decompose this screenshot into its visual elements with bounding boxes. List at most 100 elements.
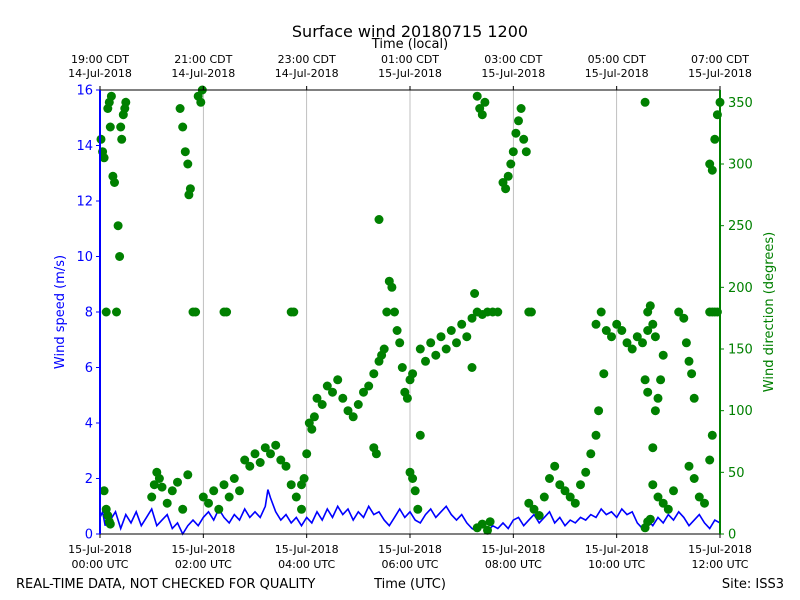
right-tick-label: 200 <box>728 281 753 296</box>
top-tick-date: 15-Jul-2018 <box>378 67 442 80</box>
wind-direction-point <box>374 215 384 224</box>
wind-direction-point <box>656 375 666 385</box>
bottom-tick-date: 15-Jul-2018 <box>275 543 339 556</box>
wind-direction-point <box>379 344 389 354</box>
wind-direction-point <box>457 319 467 329</box>
wind-direction-point <box>650 406 660 416</box>
wind-direction-point <box>276 455 286 465</box>
axis-ticks: 0 2 4 6 8 10 12 14 16 0 50 100 150 200 250 300 350 15-Jul… <box>68 53 753 571</box>
wind-direction-point <box>214 504 224 514</box>
wind-direction-point <box>653 492 663 502</box>
wind-direction-point <box>260 443 270 453</box>
wind-direction-point <box>707 430 717 440</box>
wind-direction-point <box>650 332 660 342</box>
wind-direction-point <box>645 514 655 524</box>
right-tick-label: 0 <box>728 528 736 543</box>
wind-direction-point <box>410 486 420 496</box>
wind-direction-point <box>526 307 536 317</box>
wind-direction-point <box>521 147 531 157</box>
wind-direction-point <box>617 326 627 335</box>
wind-direction-point <box>467 313 477 323</box>
wind-direction-series <box>96 85 725 535</box>
wind-direction-point <box>183 470 193 480</box>
wind-direction-point <box>338 393 348 403</box>
wind-direction-point <box>224 492 234 502</box>
wind-direction-point <box>390 307 399 317</box>
wind-direction-point <box>113 221 123 231</box>
wind-direction-point <box>681 338 691 348</box>
wind-direction-point <box>640 97 650 107</box>
wind-direction-point <box>477 519 487 529</box>
wind-direction-point <box>710 134 720 144</box>
wind-direction-point <box>511 128 521 138</box>
right-tick-label: 150 <box>728 343 753 358</box>
bottom-tick-time: 04:00 UTC <box>278 558 335 571</box>
wind-direction-point <box>413 504 423 514</box>
wind-direction-point <box>157 482 167 492</box>
wind-direction-point <box>658 350 668 360</box>
wind-direction-point <box>348 412 358 422</box>
wind-direction-point <box>648 443 658 453</box>
wind-direction-point <box>550 461 560 471</box>
wind-direction-point <box>545 474 554 483</box>
wind-direction-point <box>586 449 596 459</box>
wind-direction-point <box>250 449 260 459</box>
wind-direction-point <box>431 350 441 360</box>
left-tick-label: 8 <box>85 306 93 321</box>
wind-direction-point <box>653 393 663 403</box>
wind-direction-point <box>229 474 239 483</box>
wind-direction-point <box>106 91 116 101</box>
wind-direction-point <box>235 486 244 496</box>
wind-direction-point <box>116 122 126 132</box>
wind-direction-point <box>643 387 653 397</box>
wind-direction-point <box>196 97 206 107</box>
wind-direction-point <box>508 147 518 157</box>
wind-direction-point <box>529 504 539 514</box>
wind-direction-point <box>627 344 637 354</box>
wind-direction-point <box>115 252 125 261</box>
wind-direction-point <box>255 458 265 467</box>
wind-direction-point <box>240 455 250 465</box>
bottom-tick-date: 15-Jul-2018 <box>378 543 442 556</box>
wind-direction-point <box>110 178 119 187</box>
wind-direction-point <box>638 338 647 348</box>
wind-direction-point <box>506 159 516 169</box>
wind-direction-point <box>694 492 704 502</box>
wind-direction-point <box>426 338 436 348</box>
bottom-tick-time: 12:00 UTC <box>691 558 748 571</box>
wind-direction-point <box>209 486 219 496</box>
wind-direction-point <box>658 498 668 508</box>
wind-direction-point <box>415 344 425 354</box>
wind-direction-point <box>503 171 513 181</box>
bottom-tick-time: 00:00 UTC <box>71 558 128 571</box>
left-tick-label: 10 <box>76 250 93 265</box>
left-tick-label: 2 <box>85 472 93 487</box>
wind-direction-point <box>149 480 159 490</box>
right-tick-label: 50 <box>728 466 745 481</box>
wind-direction-point <box>669 486 678 496</box>
wind-direction-point <box>415 430 425 440</box>
wind-direction-point <box>436 332 446 342</box>
wind-direction-point <box>266 449 275 459</box>
top-tick-time: 07:00 CDT <box>691 53 749 66</box>
wind-direction-point <box>167 486 177 496</box>
top-tick-date: 15-Jul-2018 <box>481 67 545 80</box>
left-axis-label: Wind speed (m/s) <box>53 255 68 369</box>
bottom-tick-date: 15-Jul-2018 <box>585 543 649 556</box>
wind-direction-point <box>483 525 492 535</box>
wind-direction-point <box>328 387 337 397</box>
top-tick-time: 23:00 CDT <box>278 53 336 66</box>
wind-direction-point <box>371 449 381 459</box>
wind-direction-point <box>408 474 418 483</box>
wind-direction-point <box>245 461 255 471</box>
left-tick-label: 16 <box>76 84 93 99</box>
wind-direction-point <box>519 134 529 144</box>
wind-direction-point <box>219 480 229 490</box>
wind-direction-point <box>307 424 317 434</box>
wind-direction-point <box>689 393 699 403</box>
wind-direction-point <box>175 104 185 113</box>
left-tick-label: 12 <box>76 195 93 210</box>
bottom-tick-date: 15-Jul-2018 <box>688 543 752 556</box>
wind-direction-point <box>402 393 412 403</box>
wind-direction-point <box>162 498 172 508</box>
